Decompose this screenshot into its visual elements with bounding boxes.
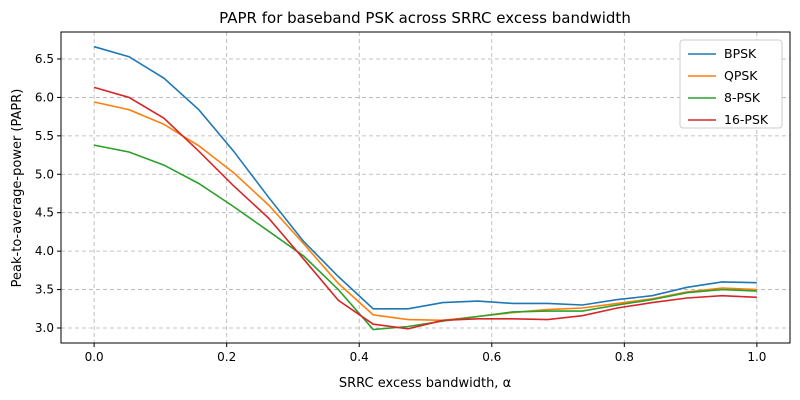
series-line-bpsk bbox=[93, 45, 757, 310]
x-tick-label: 0.4 bbox=[350, 350, 369, 364]
legend-label: 8-PSK bbox=[724, 90, 761, 105]
y-tick-label: 5.5 bbox=[35, 129, 54, 143]
y-tick-label: 5.0 bbox=[35, 167, 54, 181]
x-tick-label: 0.8 bbox=[615, 350, 634, 364]
x-tick-label: 0.2 bbox=[217, 350, 236, 364]
y-tick-label: 4.0 bbox=[35, 244, 54, 258]
legend: BPSK QPSK 8-PSK 16-PSK bbox=[679, 39, 783, 129]
y-tick-label: 6.0 bbox=[35, 90, 54, 104]
legend-box bbox=[679, 39, 783, 129]
x-tick-label: 0.0 bbox=[85, 350, 104, 364]
legend-label: 16-PSK bbox=[724, 112, 769, 127]
series-line-16-psk bbox=[93, 86, 757, 330]
legend-label: BPSK bbox=[724, 46, 757, 61]
x-tick-label: 0.6 bbox=[482, 350, 501, 364]
y-tick-label: 6.5 bbox=[35, 52, 54, 66]
y-tick-label: 3.5 bbox=[35, 283, 54, 297]
x-axis-label: SRRC excess bandwidth, α bbox=[339, 376, 511, 391]
y-axis-label: Peak-to-average-power (PAPR) bbox=[10, 89, 25, 288]
series-line-qpsk bbox=[93, 101, 757, 322]
y-tick-label: 4.5 bbox=[35, 206, 54, 220]
chart-title: PAPR for baseband PSK across SRRC excess… bbox=[219, 9, 631, 27]
y-tick-label: 3.0 bbox=[35, 321, 54, 335]
legend-label: QPSK bbox=[724, 68, 758, 83]
plot-frame bbox=[60, 31, 791, 344]
x-tick-label: 1.0 bbox=[747, 350, 766, 364]
